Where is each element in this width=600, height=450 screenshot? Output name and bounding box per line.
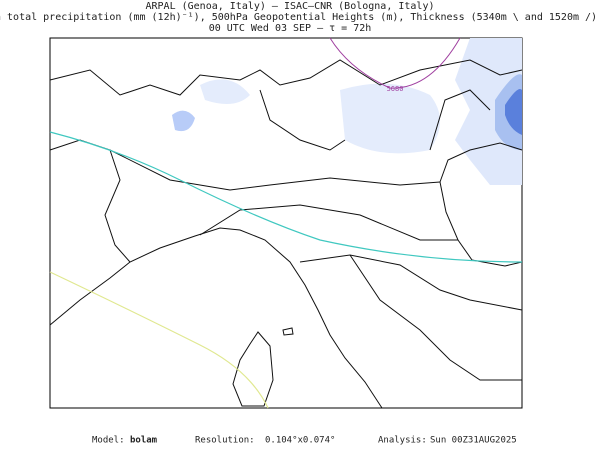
map-area: 5680	[49, 37, 523, 409]
header-line: 12h total precipitation (mm (12h)⁻¹), 50…	[0, 12, 597, 23]
geography	[49, 59, 523, 409]
thickness-contour	[49, 271, 269, 409]
footer-value: Sun 00Z31AUG2025	[430, 436, 517, 446]
header-line: 00 UTC Wed 03 SEP – τ = 72h	[209, 23, 372, 34]
precip-area	[505, 89, 522, 135]
footer-value: bolam	[130, 436, 158, 446]
footer-value: 0.104°x0.074°	[265, 436, 335, 446]
map-frame	[49, 37, 523, 409]
footer-label: Analysis:	[378, 436, 427, 446]
precip-area	[455, 38, 522, 185]
precip-area	[172, 110, 195, 132]
footer: Model: bolam Resolution: 0.104°x0.074° A…	[92, 436, 517, 446]
height-contour	[329, 37, 461, 89]
precip-area	[340, 83, 440, 154]
precipitation	[172, 38, 522, 185]
footer-label: Model:	[92, 436, 125, 446]
footer-label: Resolution:	[195, 436, 255, 446]
thickness-contour	[49, 131, 523, 263]
precip-area	[200, 79, 250, 104]
contours: 5680	[49, 37, 523, 409]
header-line: ARPAL (Genoa, Italy) – ISAC–CNR (Bologna…	[146, 1, 435, 12]
contour-label: 5680	[387, 85, 404, 93]
